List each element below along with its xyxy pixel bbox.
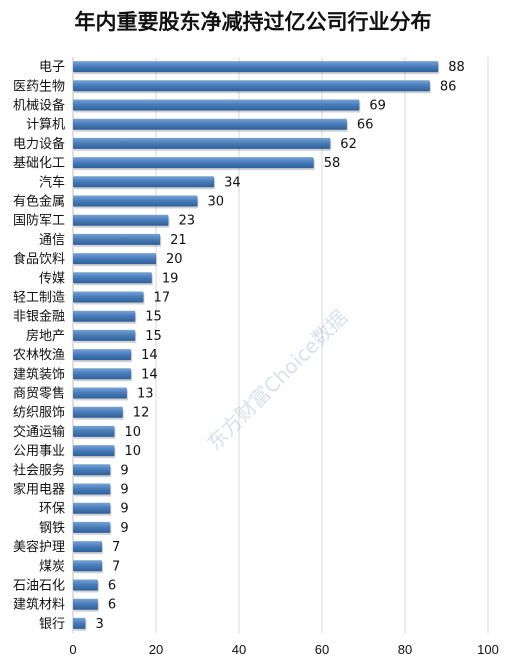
- category-label: 建筑装饰: [13, 366, 65, 382]
- bar: [73, 541, 103, 553]
- category-label: 煤炭: [39, 559, 65, 574]
- value-label: 9: [120, 521, 128, 536]
- value-label: 30: [208, 195, 225, 210]
- category-label: 医药生物: [13, 79, 65, 94]
- value-label: 6: [108, 579, 116, 594]
- bar: [73, 157, 314, 169]
- bar: [73, 598, 98, 610]
- bar: [73, 560, 103, 572]
- bar: [73, 617, 86, 629]
- bar: [73, 349, 132, 361]
- value-label: 9: [120, 463, 128, 478]
- value-label: 13: [137, 387, 154, 402]
- category-label: 非银金融: [13, 309, 65, 325]
- value-label: 15: [145, 310, 162, 325]
- value-label: 88: [448, 60, 465, 75]
- bar: [73, 445, 115, 457]
- bar: [73, 214, 169, 226]
- bar: [73, 80, 430, 92]
- category-label: 石油石化: [13, 579, 65, 594]
- x-tick-label: 0: [69, 642, 76, 657]
- value-label: 86: [440, 79, 457, 94]
- category-label: 钢铁: [39, 521, 65, 536]
- bar: [73, 425, 115, 437]
- bar: [73, 464, 111, 476]
- bar: [73, 387, 127, 399]
- value-label: 20: [166, 252, 183, 267]
- category-label: 国防军工: [13, 213, 65, 229]
- category-label: 银行: [39, 617, 65, 632]
- value-label: 69: [369, 99, 386, 114]
- bar: [73, 137, 331, 149]
- x-tick-label: 40: [232, 642, 246, 657]
- bar: [73, 579, 98, 591]
- bar: [73, 521, 111, 533]
- value-label: 7: [112, 540, 120, 555]
- category-label: 有色金属: [13, 194, 65, 210]
- value-label: 12: [133, 406, 150, 421]
- value-label: 58: [324, 156, 341, 171]
- value-label: 10: [125, 444, 142, 459]
- bar: [73, 329, 136, 341]
- category-label: 商贸零售: [13, 386, 65, 402]
- bar: [73, 253, 156, 265]
- value-label: 9: [120, 483, 128, 498]
- value-label: 10: [125, 425, 142, 440]
- bar: [73, 176, 215, 188]
- value-label: 34: [224, 175, 241, 190]
- bar: [73, 99, 360, 111]
- category-label: 传媒: [39, 271, 65, 286]
- category-label: 电子: [39, 60, 65, 75]
- category-label: 纺织服饰: [13, 406, 65, 421]
- x-tick-label: 20: [149, 642, 163, 657]
- category-label: 基础化工: [13, 156, 65, 171]
- category-label: 环保: [39, 502, 65, 517]
- category-label: 计算机: [26, 118, 65, 133]
- bar: [73, 272, 152, 284]
- bar: [73, 233, 161, 245]
- category-label: 轻工制造: [13, 291, 65, 306]
- category-label: 交通运输: [13, 424, 65, 440]
- x-tick-label: 100: [477, 642, 499, 657]
- value-label: 15: [145, 329, 162, 344]
- category-label: 食品饮料: [13, 251, 65, 267]
- category-label: 通信: [39, 233, 65, 248]
- value-label: 66: [357, 118, 374, 133]
- bar: [73, 406, 123, 418]
- bar: [73, 195, 198, 207]
- bar: [73, 368, 132, 380]
- chart-title: 年内重要股东净减持过亿公司行业分布: [74, 10, 432, 34]
- category-label: 房地产: [26, 328, 65, 344]
- bar: [73, 61, 439, 73]
- category-label: 美容护理: [13, 539, 65, 555]
- category-label: 公用事业: [13, 444, 65, 459]
- bar: [73, 502, 111, 514]
- category-label: 社会服务: [13, 462, 65, 478]
- value-label: 14: [141, 367, 158, 382]
- category-label: 机械设备: [13, 98, 65, 114]
- value-label: 3: [95, 617, 103, 632]
- category-label: 家用电器: [13, 482, 65, 498]
- bar: [73, 483, 111, 495]
- category-label: 农林牧渔: [13, 348, 65, 363]
- category-label: 电力设备: [13, 136, 65, 152]
- bar: [73, 118, 347, 130]
- value-label: 6: [108, 598, 116, 613]
- value-label: 19: [162, 271, 179, 286]
- value-label: 14: [141, 348, 158, 363]
- bar: [73, 291, 144, 303]
- watermark: 东方财富Choice数据: [202, 305, 352, 455]
- value-label: 7: [112, 559, 120, 574]
- bar: [73, 310, 136, 322]
- value-label: 23: [178, 214, 195, 229]
- category-label: 汽车: [39, 174, 65, 190]
- value-label: 9: [120, 502, 128, 517]
- value-label: 62: [340, 137, 357, 152]
- x-tick-label: 80: [398, 642, 412, 657]
- value-label: 17: [154, 291, 171, 306]
- value-label: 21: [170, 233, 187, 248]
- x-tick-label: 60: [315, 642, 329, 657]
- category-label: 建筑材料: [13, 597, 65, 613]
